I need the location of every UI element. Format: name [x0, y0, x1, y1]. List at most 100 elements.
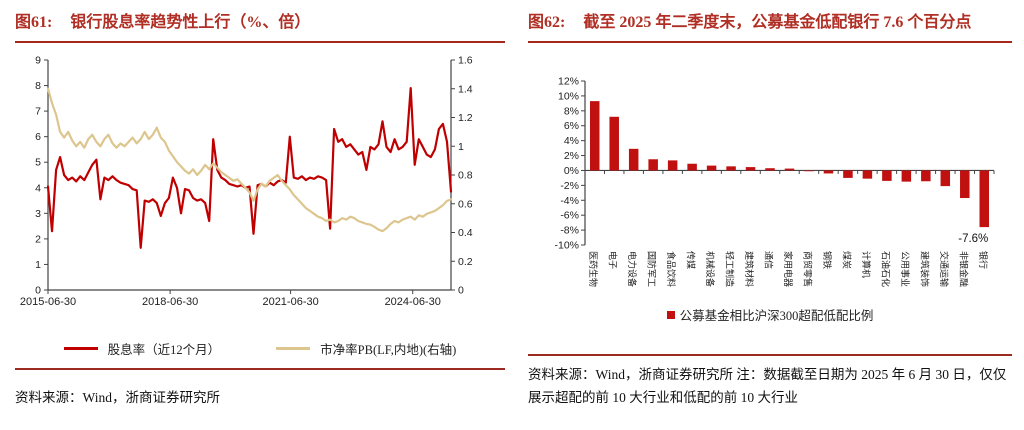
category-label: 建筑材料 [744, 251, 755, 287]
figure-61-label: 图61: [15, 14, 53, 31]
category-label: 机械设备 [705, 251, 716, 287]
figure-62-title-text: 截至 2025 年二季度末，公募基金低配银行 7.6 个百分点 [583, 14, 972, 31]
svg-text:3: 3 [35, 208, 41, 220]
svg-text:-10%: -10% [554, 240, 579, 252]
category-label: 石油石化 [880, 251, 891, 287]
svg-text:6: 6 [35, 131, 41, 143]
category-label: 银行 [978, 251, 989, 269]
bar-交通运输 [940, 170, 951, 187]
figure-62-label: 图62: [528, 14, 566, 31]
pb-ratio-line [46, 87, 453, 233]
legend-label-dividend-yield: 股息率（近12个月） [107, 343, 221, 357]
category-label: 传媒 [686, 251, 697, 269]
svg-text:0: 0 [458, 285, 464, 297]
bar-公用事业 [901, 170, 912, 182]
svg-text:2%: 2% [564, 150, 579, 162]
figure-62-legend: 公募基金相比沪深300超配低配比例 [528, 305, 1012, 324]
svg-text:-4%: -4% [560, 195, 579, 207]
figure-62-divider [528, 354, 1012, 356]
figure-61-title-text: 银行股息率趋势性上行（%、倍） [70, 14, 311, 31]
bar-通信 [765, 168, 775, 171]
dividend-yield-pb-line-chart: 0 1 2 3 4 5 6 7 8 9 0 0.2 0.4 0.6 0.8 1 1.2 1.4 1.6 2015-06… [20, 55, 473, 309]
category-label: 电子 [608, 251, 619, 269]
category-label: 计算机 [861, 251, 872, 278]
svg-text:-8%: -8% [560, 225, 579, 237]
svg-text:0: 0 [35, 285, 41, 297]
category-label: 医药生物 [588, 251, 599, 287]
svg-text:0.4: 0.4 [458, 227, 473, 239]
legend-label-pb: 市净率PB(LF,内地)(右轴) [320, 343, 457, 357]
svg-text:2021-06-30: 2021-06-30 [262, 296, 318, 308]
figure-62-source: 资料来源：Wind，浙商证券研究所 注：数据截至日期为 2025 年 6 月 3… [528, 367, 1007, 406]
svg-text:12%: 12% [558, 76, 579, 88]
figure-61-divider [15, 368, 505, 370]
bar-国防军工 [648, 159, 658, 171]
category-label: 食品饮料 [666, 251, 677, 287]
category-label: 电力设备 [627, 251, 638, 287]
legend-item-dividend-yield: 股息率（近12个月） [63, 339, 221, 358]
category-label: 家用电器 [783, 251, 794, 287]
svg-text:2015-06-30: 2015-06-30 [20, 296, 76, 308]
bar-建筑材料 [745, 167, 756, 171]
svg-text:4%: 4% [564, 135, 579, 147]
bar-机械设备 [706, 165, 717, 171]
category-label: 钢铁 [822, 251, 833, 269]
bar-传媒 [687, 163, 697, 171]
bar-计算机 [862, 170, 873, 179]
svg-text:7: 7 [35, 106, 41, 118]
figure-61: 图61: 银行股息率趋势性上行（%、倍） 0 1 2 3 4 5 6 7 8 9 0 0.2 0.4 0.… [15, 8, 505, 409]
category-label: 国防军工 [647, 251, 658, 287]
legend-label-allocation: 公募基金相比沪深300超配低配比例 [679, 309, 874, 323]
svg-text:-6%: -6% [560, 210, 579, 222]
bar-非银金融 [960, 170, 970, 199]
bar-银行 [979, 170, 990, 228]
figure-61-legend: 股息率（近12个月） 市净率PB(LF,内地)(右轴) [15, 339, 505, 358]
bar-煤炭 [843, 170, 853, 178]
figure-62-title: 图62: 截至 2025 年二季度末，公募基金低配银行 7.6 个百分点 [528, 8, 1012, 43]
category-label: 煤炭 [841, 251, 852, 269]
bar-石油石化 [882, 170, 892, 181]
red-line-swatch [63, 347, 98, 350]
svg-text:8: 8 [35, 80, 41, 92]
svg-text:-2%: -2% [560, 180, 579, 192]
category-label: 商贸零售 [803, 251, 814, 287]
svg-text:9: 9 [35, 55, 41, 67]
svg-text:2: 2 [35, 233, 41, 245]
svg-text:10%: 10% [558, 90, 579, 102]
bar-电力设备 [628, 148, 639, 171]
category-label: 非银金融 [958, 251, 969, 287]
svg-text:0.6: 0.6 [458, 198, 473, 210]
svg-text:1.4: 1.4 [458, 83, 473, 95]
tan-line-swatch [276, 347, 311, 350]
svg-text:1.6: 1.6 [458, 55, 473, 67]
svg-text:5: 5 [35, 157, 41, 169]
category-label: 交通运输 [939, 251, 950, 287]
bar-食品饮料 [667, 160, 678, 171]
bar-钢铁 [823, 170, 834, 174]
figure-61-title: 图61: 银行股息率趋势性上行（%、倍） [15, 8, 505, 43]
bar-建筑装饰 [921, 170, 931, 182]
svg-text:2024-06-30: 2024-06-30 [385, 296, 441, 308]
svg-text:2018-06-30: 2018-06-30 [142, 296, 198, 308]
fund-allocation-bar-chart: 12% 10% 8% 6% 4% 2% 0% -2% -4% -6% -8% -10% 医药生物 电子 电力… [554, 76, 995, 287]
bar-轻工制造 [726, 166, 736, 171]
svg-text:6%: 6% [564, 120, 579, 132]
svg-text:0.8: 0.8 [458, 170, 473, 182]
svg-text:8%: 8% [564, 105, 579, 117]
svg-text:1: 1 [458, 141, 464, 153]
category-label: 轻工制造 [725, 251, 736, 287]
category-label: 公用事业 [900, 251, 911, 287]
svg-text:1: 1 [35, 259, 41, 271]
svg-text:0.2: 0.2 [458, 256, 473, 268]
bar-商贸零售 [804, 170, 814, 172]
svg-text:1.2: 1.2 [458, 112, 473, 124]
legend-item-pb: 市净率PB(LF,内地)(右轴) [276, 339, 456, 358]
figure-61-source: 资料来源：Wind，浙商证券研究所 [15, 390, 220, 405]
bar-电子 [609, 116, 619, 171]
svg-text:4: 4 [35, 182, 41, 194]
svg-text:0%: 0% [564, 165, 579, 177]
figure-62: 图62: 截至 2025 年二季度末，公募基金低配银行 7.6 个百分点 12%… [528, 8, 1012, 409]
category-label: 通信 [764, 251, 775, 269]
bar-家用电器 [784, 168, 795, 171]
